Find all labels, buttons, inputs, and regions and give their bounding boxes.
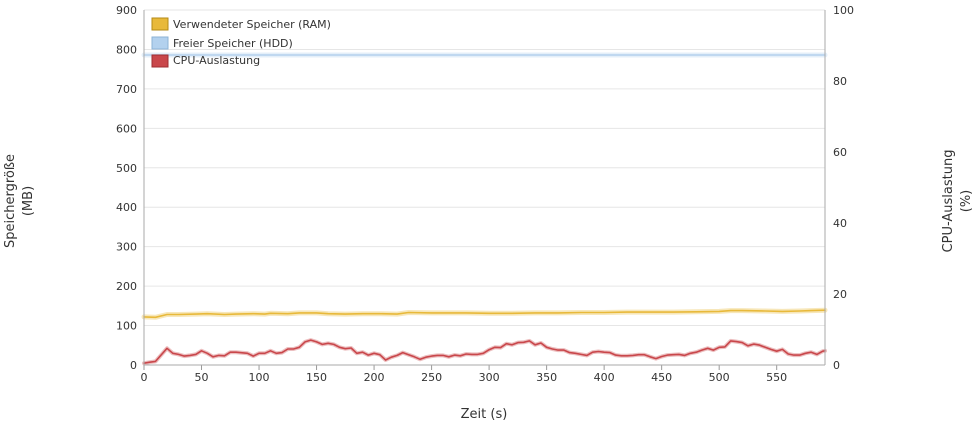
x-tick-label-1: 50 [195,371,209,384]
series-ram-line [143,309,826,319]
x-tick-label-4: 200 [364,371,385,384]
y-right-tick-label-4: 80 [833,75,847,88]
legend: Verwendeter Speicher (RAM) Freier Speich… [151,17,331,68]
axes [143,10,826,366]
x-tick-label-2: 100 [249,371,270,384]
y-axis-left-title-line-2: (MB) [21,186,36,216]
series-cpu-line [143,339,826,365]
y-axis-left-title-line-1: Speichergröße [3,154,18,248]
legend-label-cpu: CPU-Auslastung [173,54,260,67]
y-axis-left-ticks: 0 100 200 300 400 500 600 700 800 900 [116,4,137,372]
legend-swatch-ram [151,17,169,31]
legend-swatch-cpu [151,54,169,68]
x-tick-label-7: 350 [536,371,557,384]
y-right-tick-label-1: 20 [833,288,847,301]
y-left-tick-label-5: 500 [116,162,137,175]
x-tick-label-3: 150 [306,371,327,384]
y-left-tick-label-4: 400 [116,201,137,214]
y-axis-right-title: CPU-Auslastung (%) [941,150,973,253]
y-left-tick-label-2: 200 [116,280,137,293]
y-axis-left-title: Speichergröße (MB) [3,154,36,248]
x-tick-label-8: 400 [594,371,615,384]
series-layer [141,52,828,366]
x-tick-label-0: 0 [141,371,148,384]
y-axis-right-title-line-2: (%) [959,190,973,213]
legend-swatch-hdd [151,36,169,50]
x-tick-label-6: 300 [479,371,500,384]
x-tick-label-5: 250 [421,371,442,384]
y-left-tick-label-1: 100 [116,320,137,333]
y-left-tick-label-3: 300 [116,241,137,254]
y-left-tick-label-6: 600 [116,122,137,135]
x-tick-label-10: 500 [709,371,730,384]
y-right-tick-label-5: 100 [833,4,854,17]
grid-lines [144,9,825,366]
y-right-tick-label-3: 60 [833,146,847,159]
y-left-tick-label-8: 800 [116,43,137,56]
x-tick-label-11: 550 [766,371,787,384]
legend-label-hdd: Freier Speicher (HDD) [173,37,293,50]
y-right-tick-label-2: 40 [833,217,847,230]
legend-label-ram: Verwendeter Speicher (RAM) [173,18,331,31]
y-left-tick-label-7: 700 [116,83,137,96]
x-axis-title: Zeit (s) [461,407,508,422]
x-axis-ticks: 0 50 100 150 200 250 300 350 400 450 500 550 [141,365,787,384]
y-axis-right-ticks: 0 20 40 60 80 100 [833,4,854,372]
x-tick-label-9: 450 [651,371,672,384]
y-left-tick-label-0: 0 [130,359,137,372]
y-left-tick-label-9: 900 [116,4,137,17]
y-axis-right-title-line-1: CPU-Auslastung [941,150,956,253]
y-right-tick-label-0: 0 [833,359,840,372]
